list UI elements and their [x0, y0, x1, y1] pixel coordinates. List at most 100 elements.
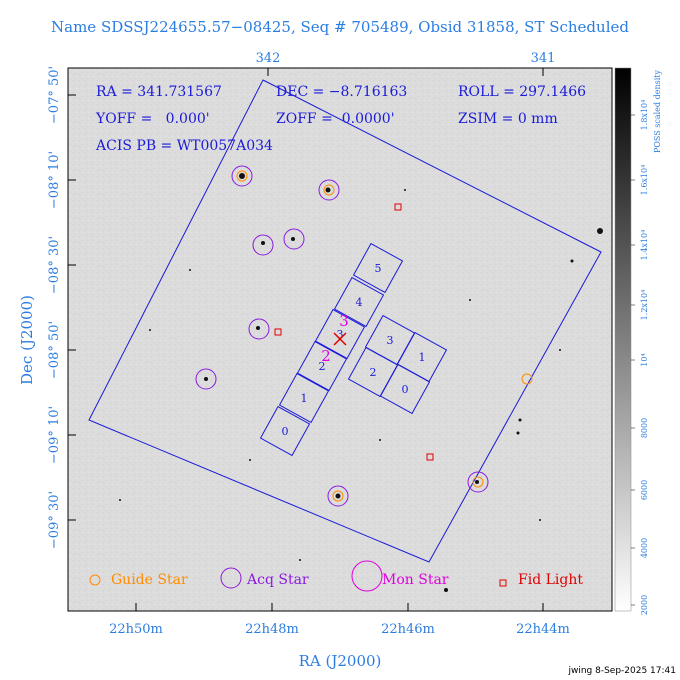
plot-title: Name SDSSJ224655.57−08425, Seq # 705489,…	[51, 18, 629, 36]
legend-guide-icon	[89, 574, 101, 586]
background-star	[570, 259, 574, 263]
y-tick-label: −08° 50'	[47, 321, 62, 379]
acis-s-chip-label: 4	[356, 296, 363, 309]
guide-star-marker	[323, 184, 335, 196]
background-star	[518, 418, 522, 422]
top-tick-label: 342	[256, 51, 281, 66]
info-acis: ACIS PB = WT0057A034	[95, 138, 273, 154]
background-star	[444, 588, 448, 592]
y-tick-label: −09° 10'	[47, 406, 62, 464]
acis-s-chip-label: 3	[337, 328, 344, 341]
acis-s-chip	[352, 242, 404, 294]
colorbar-tick-label: 1.2x10⁴	[640, 290, 649, 321]
x-tick-label: 22h46m	[381, 622, 435, 637]
x-tick-label: 22h44m	[516, 622, 570, 637]
aca-field-outline	[88, 79, 602, 563]
timestamp: jwing 8-Sep-2025 17:41	[568, 666, 676, 676]
acis-s-chip	[314, 308, 366, 360]
y-axis-label: Dec (J2000)	[18, 295, 36, 385]
guide-star-marker	[521, 373, 533, 385]
acis-s-chip-outline	[278, 372, 330, 424]
y-tick-label: −08° 10'	[47, 151, 62, 209]
acq-star-marker	[467, 471, 489, 493]
background-star	[335, 493, 341, 499]
background-star	[475, 480, 479, 484]
legend-mon-label: Mon Star	[382, 572, 449, 588]
info-yoff: YOFF = 0.000'	[95, 111, 210, 127]
acis-s-chip-label: 2	[319, 360, 326, 373]
colorbar-tick-label: 6000	[640, 480, 649, 500]
guide-star-marker	[236, 170, 248, 182]
colorbar	[615, 68, 631, 611]
background-star	[379, 439, 381, 441]
fid-light-marker	[394, 203, 402, 211]
colorbar-ticks: 2000 4000 6000 8000 10⁴ 1.2x10⁴ 1.4x10⁴ 1.6x10⁴…	[631, 100, 649, 615]
legend-mon-icon	[351, 560, 383, 592]
info-zoff: ZOFF = 0.0000'	[276, 111, 395, 127]
x-axis-label: RA (J2000)	[299, 652, 382, 670]
acq-star-marker	[327, 485, 349, 507]
acis-i-chip-label: 2	[370, 366, 377, 379]
background-star	[404, 189, 406, 191]
acq-star-marker	[318, 179, 340, 201]
acq-star-marker	[283, 228, 305, 250]
y-tick-label: −07° 50'	[47, 66, 62, 124]
info-zsim: ZSIM = 0 mm	[458, 111, 558, 127]
background-star	[189, 269, 191, 271]
acis-i-chip-label: 1	[419, 351, 426, 364]
acis-s-chip-outline	[314, 308, 366, 360]
y-tick-label: −08° 30'	[47, 236, 62, 294]
background-star	[261, 241, 265, 245]
aimpoint-label-2: 2	[321, 347, 331, 365]
background-stars	[119, 173, 603, 592]
acq-star-marker	[231, 165, 253, 187]
star-markers	[195, 165, 533, 507]
info-roll: ROLL = 297.1466	[458, 84, 586, 100]
acis-i-chip-outline	[379, 363, 431, 415]
x-tick-label: 22h50m	[109, 622, 163, 637]
acis-s-chip	[278, 372, 330, 424]
acis-s-chip	[296, 340, 348, 392]
y-tick-label: −09° 30'	[47, 491, 62, 549]
acis-i-chip-label: 3	[387, 334, 394, 347]
plot-frame	[67, 67, 613, 612]
x-tick-label: 22h48m	[245, 622, 299, 637]
guide-star-marker	[472, 476, 484, 488]
acis-s-chip-label: 5	[375, 262, 382, 275]
legend-acq-icon	[220, 567, 242, 589]
background-star	[539, 519, 541, 521]
acis-s-chip-outline	[296, 340, 348, 392]
fid-light-marker	[274, 328, 282, 336]
background-star	[299, 559, 301, 561]
fid-light-marker	[426, 453, 434, 461]
background-star	[249, 459, 251, 461]
guide-star-marker	[332, 490, 344, 502]
colorbar-tick-label: 4000	[640, 538, 649, 558]
acis-s-chip-label: 1	[301, 392, 308, 405]
acis-s-chip	[259, 405, 311, 457]
legend-guide-label: Guide Star	[111, 572, 188, 588]
background-star	[597, 228, 603, 234]
acis-i-chip	[379, 363, 431, 415]
colorbar-tick-label: 1.6x10⁴	[640, 165, 649, 196]
colorbar-tick-label: 2000	[640, 595, 649, 615]
acis-i-chip-label: 0	[402, 383, 409, 396]
background-star	[119, 499, 121, 501]
colorbar-tick-label: 10⁴	[640, 353, 649, 366]
info-dec: DEC = −8.716163	[276, 84, 407, 100]
acis-i-array: 3 1 2 0	[347, 314, 448, 415]
aimpoint-label-3: 3	[339, 312, 349, 330]
background-star	[469, 299, 471, 301]
legend-acq-label: Acq Star	[246, 572, 309, 588]
colorbar-tick-label: 8000	[640, 418, 649, 438]
acq-star-marker	[252, 234, 274, 256]
legend-fid-icon	[499, 579, 507, 587]
acq-star-marker	[195, 368, 217, 390]
acis-s-chip-outline	[352, 242, 404, 294]
background-star	[256, 326, 260, 330]
acis-s-chip-outline	[259, 405, 311, 457]
colorbar-tick-label: 1.4x10⁴	[640, 230, 649, 261]
